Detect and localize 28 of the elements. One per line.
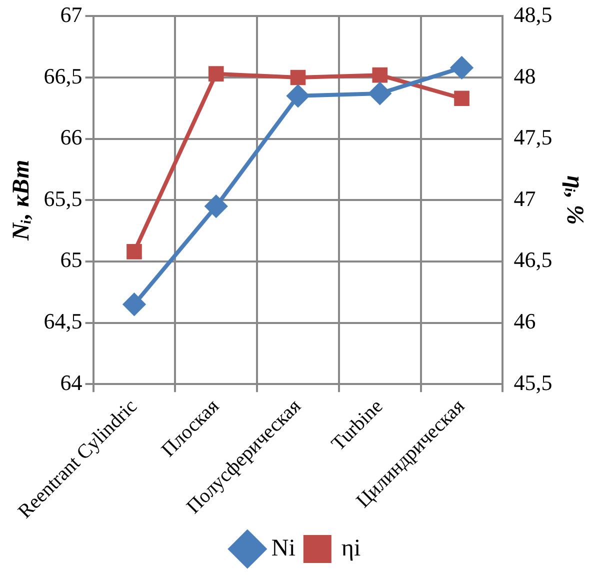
point	[368, 82, 391, 104]
y2-tick-label: 47,5	[514, 124, 552, 150]
y-tick-label: 66,5	[44, 63, 82, 88]
point	[450, 56, 473, 79]
y-tick-label: 65	[60, 247, 82, 272]
y-tick-label: 66	[60, 124, 82, 150]
legend-label: ηi	[341, 535, 361, 562]
legend-label: Ni	[271, 535, 296, 562]
y2-tick-label: 45,5	[514, 370, 552, 395]
point	[454, 90, 470, 106]
y-axis-title: Nᵢ, кВт	[8, 160, 35, 242]
y2-tick-label: 46,5	[514, 247, 552, 272]
y2-tick-label: 48	[514, 63, 536, 88]
y2-tick-label: 46	[514, 308, 536, 334]
point	[372, 67, 388, 83]
y2-tick-label: 48,5	[514, 2, 552, 27]
y-tick-label: 67	[60, 2, 82, 27]
point	[205, 195, 228, 218]
point	[123, 293, 146, 316]
point	[290, 70, 306, 86]
point	[208, 66, 224, 82]
y-tick-label: 65,5	[44, 186, 82, 211]
y-tick-label: 64	[60, 370, 82, 395]
y-tick-label: 64,5	[44, 308, 82, 334]
point	[287, 84, 309, 107]
point	[126, 244, 142, 260]
y2-tick-label: 47	[514, 186, 536, 211]
y2-axis-title: ηᵢ, %	[561, 176, 588, 225]
